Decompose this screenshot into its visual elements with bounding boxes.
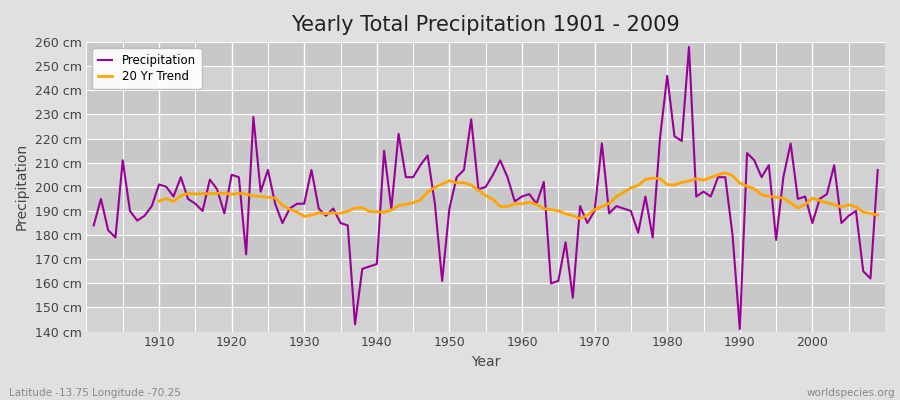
Precipitation [88, 223, 99, 228]
Bar [86, 235, 885, 259]
Bar [86, 308, 885, 332]
Bar [86, 259, 885, 283]
Precipitation [872, 168, 883, 172]
20 Yr Trend [590, 207, 600, 212]
Text: Latitude -13.75 Longitude -70.25: Latitude -13.75 Longitude -70.25 [9, 388, 181, 398]
Precipitation [349, 322, 360, 327]
Bar [86, 211, 885, 235]
20 Yr Trend [829, 202, 840, 207]
Line: Precipitation: Precipitation [94, 47, 878, 329]
Bar [86, 283, 885, 308]
Precipitation [147, 204, 158, 208]
20 Yr Trend [575, 216, 586, 221]
20 Yr Trend [320, 211, 331, 216]
Bar [86, 90, 885, 114]
Y-axis label: Precipitation: Precipitation [15, 143, 29, 230]
20 Yr Trend [292, 210, 302, 214]
Bar [86, 139, 885, 163]
X-axis label: Year: Year [471, 355, 500, 369]
20 Yr Trend [720, 170, 731, 175]
Precipitation [517, 194, 527, 199]
Precipitation [306, 168, 317, 172]
Title: Yearly Total Precipitation 1901 - 2009: Yearly Total Precipitation 1901 - 2009 [292, 15, 680, 35]
Bar [86, 42, 885, 66]
Precipitation [684, 44, 695, 49]
20 Yr Trend [524, 200, 535, 204]
Line: 20 Yr Trend: 20 Yr Trend [159, 173, 878, 218]
Precipitation [734, 327, 745, 332]
Precipitation [604, 211, 615, 216]
20 Yr Trend [872, 213, 883, 218]
Legend: Precipitation, 20 Yr Trend: Precipitation, 20 Yr Trend [93, 48, 202, 89]
Bar [86, 66, 885, 90]
Text: worldspecies.org: worldspecies.org [807, 388, 896, 398]
20 Yr Trend [154, 199, 165, 204]
Bar [86, 187, 885, 211]
Bar [86, 163, 885, 187]
Bar [86, 114, 885, 139]
Precipitation [509, 199, 520, 204]
20 Yr Trend [850, 204, 861, 209]
